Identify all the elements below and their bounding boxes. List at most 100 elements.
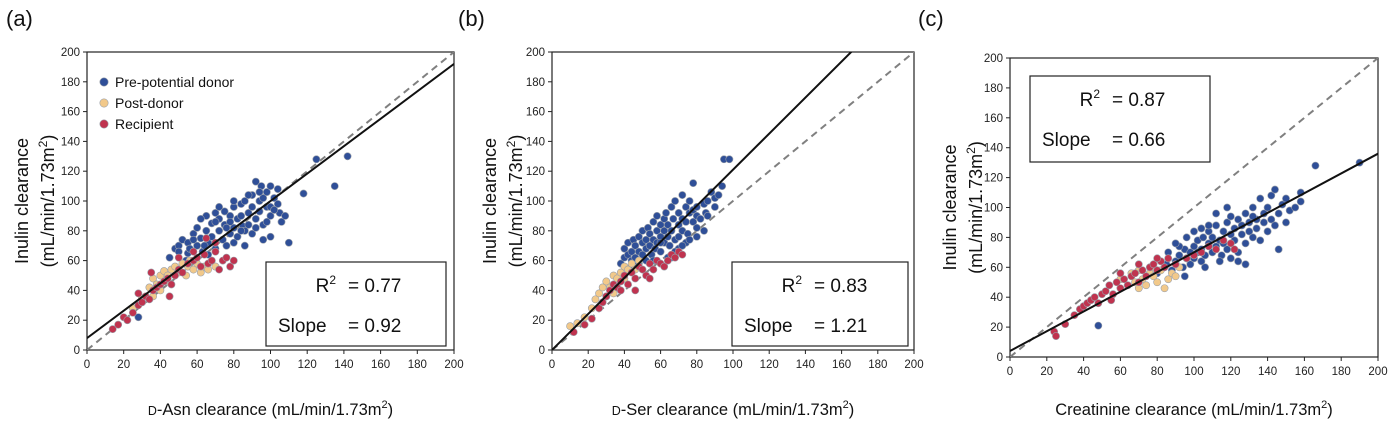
- r2-superscript: 2: [1093, 87, 1100, 101]
- data-point: [682, 203, 690, 211]
- x-tick-label: 0: [1007, 366, 1013, 378]
- y-tick-label: 200: [526, 47, 545, 59]
- data-point: [1223, 218, 1232, 227]
- data-point: [1241, 209, 1250, 218]
- data-point: [259, 194, 268, 202]
- legend-label: Post-donor: [115, 95, 184, 111]
- y-tick-label: 120: [984, 173, 1003, 185]
- x-tick-label: 40: [618, 359, 631, 371]
- data-point: [1153, 278, 1162, 287]
- chart-panel-1: (a) 00 20 20 40 40 60 60 80 80 100 100 120 120 140 140 1…: [6, 6, 464, 419]
- data-point: [266, 211, 275, 220]
- data-point: [237, 211, 246, 220]
- data-point: [689, 217, 698, 226]
- data-point: [1204, 221, 1213, 230]
- x-tick-label: 140: [334, 359, 353, 371]
- y-tick-label: 100: [984, 203, 1003, 215]
- x-tick-label: 40: [154, 359, 167, 371]
- x-tick-label: 40: [1077, 366, 1090, 378]
- data-point: [1252, 224, 1261, 233]
- y-tick-label: 180: [61, 77, 80, 89]
- data-point: [240, 241, 249, 250]
- data-point: [165, 253, 174, 262]
- data-point: [1101, 287, 1110, 296]
- data-point: [1219, 227, 1228, 236]
- x-tick-label: 200: [1368, 366, 1387, 378]
- data-point: [1182, 233, 1191, 242]
- stats-box-frame: [731, 261, 909, 347]
- data-point: [645, 259, 654, 268]
- data-point: [312, 155, 321, 164]
- y-tick-label: 140: [984, 143, 1003, 155]
- x-tick-label: 180: [408, 359, 427, 371]
- x-tick-label: 60: [191, 359, 204, 371]
- fit-line: [1010, 152, 1378, 352]
- data-point: [189, 247, 198, 256]
- data-point: [202, 234, 211, 243]
- data-point: [1142, 281, 1151, 290]
- identity-line: [552, 52, 914, 350]
- y-axis-label-line1: Inulin clearance: [940, 144, 960, 270]
- data-point: [251, 223, 260, 232]
- data-point: [222, 241, 231, 250]
- y-tick-label: 40: [990, 292, 1003, 304]
- slope-value: = 1.21: [814, 316, 867, 337]
- y-tick-label: 60: [532, 256, 545, 268]
- data-point: [692, 223, 701, 232]
- data-point: [178, 268, 187, 277]
- data-point: [580, 320, 589, 329]
- stats-box: R2 = 0.83 Slope = 1.21: [731, 261, 909, 347]
- x-tick-label: 200: [444, 359, 463, 371]
- data-point: [1226, 239, 1235, 248]
- data-point: [1226, 254, 1235, 263]
- y-tick-label: 0: [997, 352, 1003, 364]
- r2-value: = 0.77: [348, 276, 401, 297]
- data-point: [240, 197, 249, 205]
- y-tick-label: 20: [990, 322, 1003, 334]
- data-point: [1197, 257, 1206, 266]
- y-tick-label: 0: [74, 345, 80, 357]
- data-point: [634, 232, 643, 241]
- data-point: [711, 203, 719, 211]
- x-tick-label: 80: [1151, 366, 1164, 378]
- y-tick-label: 100: [526, 196, 545, 208]
- data-point: [222, 223, 231, 232]
- y-tick-label: 100: [61, 196, 80, 208]
- slope-label: Slope: [1042, 130, 1091, 151]
- y-tick-label: 0: [539, 345, 545, 357]
- data-point: [1180, 272, 1189, 281]
- data-point: [667, 203, 676, 211]
- series-recipient: [1050, 236, 1239, 340]
- y-tick-label: 180: [526, 77, 545, 89]
- x-tick-label: 100: [1184, 366, 1203, 378]
- r2-value: = 0.87: [1112, 90, 1165, 111]
- data-point: [606, 286, 614, 295]
- data-point: [1260, 218, 1268, 227]
- y-axis-label-superscript: 2: [504, 140, 518, 147]
- data-point: [595, 289, 603, 298]
- data-point: [1164, 254, 1173, 263]
- y-axis-label-line1: Inulin clearance: [480, 138, 500, 264]
- series-pre-potential-donor: [134, 152, 352, 322]
- data-point: [1271, 185, 1279, 194]
- data-point: [138, 298, 146, 307]
- data-point: [665, 241, 674, 250]
- y-tick-label: 140: [526, 136, 545, 148]
- data-point: [718, 182, 727, 190]
- y-tick-label: 180: [984, 83, 1003, 95]
- data-point: [229, 197, 238, 205]
- data-point: [1112, 278, 1121, 287]
- y-tick-label: 140: [61, 136, 80, 148]
- data-point: [591, 295, 600, 304]
- x-axis-label-superscript: 2: [843, 399, 849, 411]
- data-point: [1212, 221, 1220, 230]
- slope-value: = 0.66: [1112, 130, 1165, 151]
- data-point: [678, 191, 687, 199]
- data-point: [189, 265, 198, 274]
- data-point: [1267, 191, 1276, 200]
- data-point: [1274, 209, 1283, 218]
- data-point: [128, 308, 137, 317]
- y-tick-label: 80: [67, 226, 80, 238]
- data-point: [1223, 203, 1232, 212]
- y-tick-label: 20: [67, 315, 80, 327]
